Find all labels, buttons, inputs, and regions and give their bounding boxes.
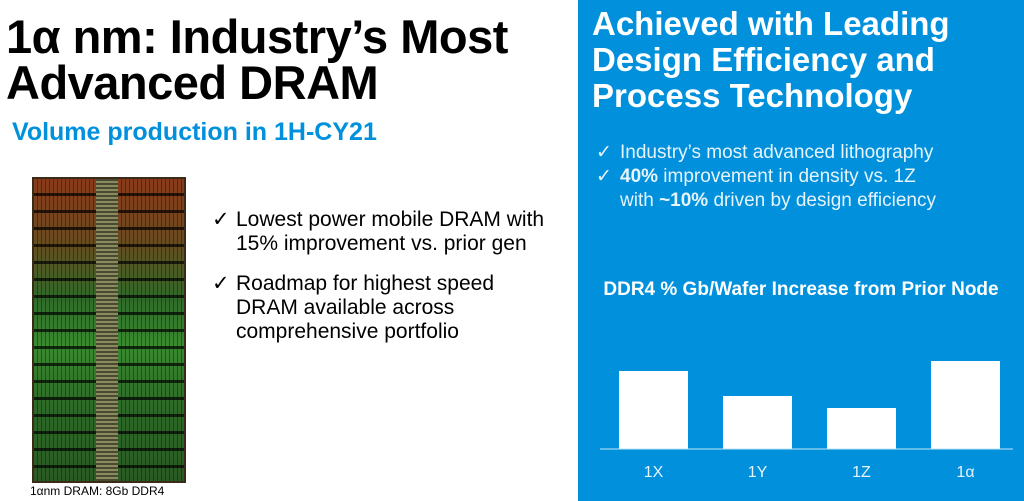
bullet-text: Roadmap for highest speed DRAM available…	[236, 272, 494, 343]
right-bullet-list: ✓ Industry’s most advanced lithography ✓ 4…	[596, 141, 936, 213]
check-mark-icon: ✓	[596, 142, 612, 163]
text: improvement in density vs. 1Z	[658, 166, 916, 187]
left-bullet-list: ✓ Lowest power mobile DRAM with 15% impro…	[212, 208, 552, 360]
bullet-item: ✓ 40% improvement in density vs. 1Z with ~…	[596, 165, 936, 213]
bullet-text: Industry’s most advanced lithography	[620, 142, 934, 163]
right-panel: Achieved with Leading Design Efficiency …	[578, 0, 1024, 501]
panel-title-line: Achieved with Leading	[592, 5, 950, 42]
bar-1α	[931, 361, 1000, 449]
bold-text: 40%	[620, 166, 659, 187]
text: with	[620, 190, 660, 211]
panel-title: Achieved with Leading Design Efficiency …	[592, 6, 950, 114]
bullet-text: 40% improvement in density vs. 1Z with ~1…	[620, 165, 936, 213]
slide-title: 1α nm: Industry’s Most Advanced DRAM	[6, 10, 508, 109]
check-mark-icon: ✓	[212, 272, 230, 295]
bullet-item: ✓ Roadmap for highest speed DRAM availabl…	[212, 272, 552, 344]
bullet-item: ✓ Industry’s most advanced lithography	[596, 141, 936, 165]
check-mark-icon: ✓	[596, 166, 612, 187]
bullet-item: ✓ Lowest power mobile DRAM with 15% impro…	[212, 208, 552, 256]
die-spine	[96, 179, 118, 481]
bullet-text: Lowest power mobile DRAM with 15% improv…	[236, 208, 545, 255]
text: driven by design efficiency	[708, 190, 936, 211]
panel-title-line: Process Technology	[592, 77, 913, 114]
bar-1Y	[723, 396, 792, 449]
x-tick-label: 1α	[956, 464, 974, 481]
bar-chart: 1X 1Y 1Z 1α	[600, 361, 1013, 481]
bar-1Z	[827, 408, 896, 449]
chart-title: DDR4 % Gb/Wafer Increase from Prior Node	[603, 279, 999, 300]
title-line-1: 1α nm: Industry’s Most	[6, 10, 508, 63]
bar-1X	[619, 371, 688, 449]
x-tick-label: 1X	[644, 464, 664, 481]
check-mark-icon: ✓	[212, 208, 230, 231]
dram-die-image	[32, 177, 186, 483]
title-line-2: Advanced DRAM	[6, 56, 379, 109]
image-caption: 1αnm DRAM: 8Gb DDR4	[30, 484, 165, 498]
x-tick-label: 1Z	[852, 464, 871, 481]
x-tick-label: 1Y	[748, 464, 768, 481]
panel-title-line: Design Efficiency and	[592, 41, 935, 78]
bold-text: ~10%	[659, 190, 709, 211]
subtitle: Volume production in 1H-CY21	[12, 118, 377, 146]
